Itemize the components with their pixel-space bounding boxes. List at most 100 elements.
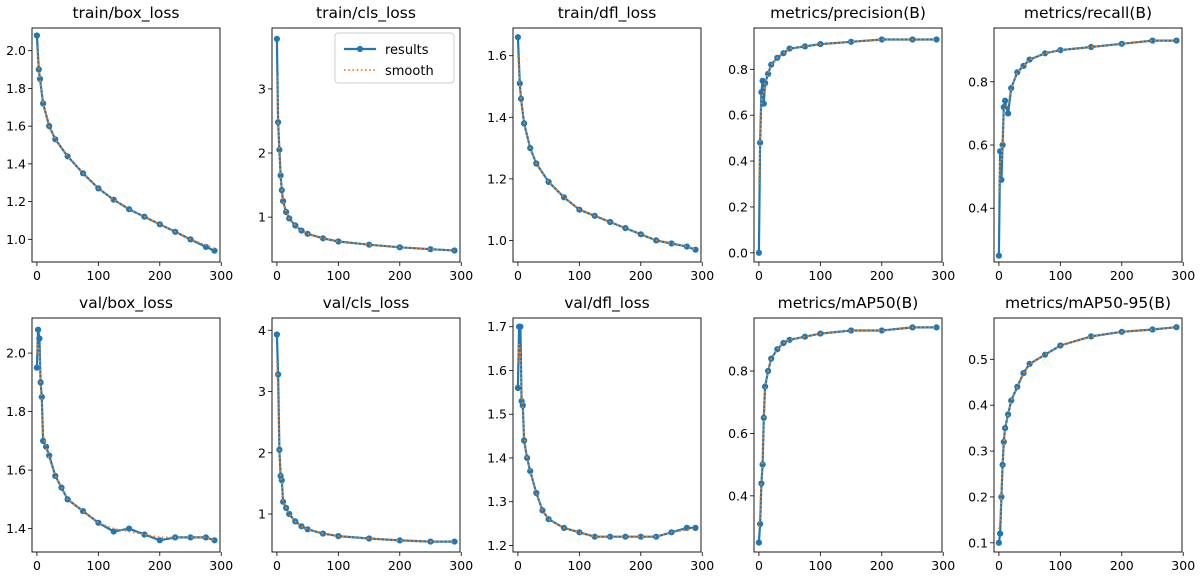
x-tick-label: 300 bbox=[931, 558, 955, 573]
results-point bbox=[933, 36, 940, 43]
y-tick-label: 1.8 bbox=[6, 404, 26, 419]
results-point bbox=[427, 246, 434, 253]
results-point bbox=[933, 324, 940, 331]
axes-frame bbox=[31, 317, 221, 553]
results-point bbox=[35, 326, 42, 333]
results-point bbox=[517, 323, 524, 330]
results-line bbox=[35, 328, 215, 542]
chart-panel-3: metrics/precision(B) 0 100 200 300 0.0 0.2 0.4 0… bbox=[728, 4, 955, 283]
x-tick-label: 100 bbox=[326, 558, 350, 573]
results-point bbox=[38, 393, 45, 401]
results-point bbox=[1149, 326, 1156, 333]
results-point bbox=[762, 383, 769, 390]
chart-panel-0: train/box_loss 0 100 200 300 1.0 1.2 1.4 1.6 1.8 2… bbox=[6, 4, 233, 283]
results-line bbox=[275, 334, 455, 543]
y-tick-label: 2 bbox=[258, 146, 266, 161]
results-point bbox=[46, 452, 53, 459]
y-tick-label: 1.2 bbox=[487, 171, 507, 186]
results-point bbox=[40, 100, 47, 107]
y-tick-label: 0.4 bbox=[968, 201, 988, 216]
plot-area bbox=[995, 37, 1180, 259]
x-tick-label: 300 bbox=[1171, 558, 1195, 573]
y-tick-label: 0.8 bbox=[728, 62, 748, 77]
results-point bbox=[765, 70, 772, 77]
x-tick-label: 0 bbox=[514, 558, 522, 573]
results-point bbox=[1014, 383, 1021, 390]
smooth-line bbox=[36, 344, 215, 542]
axes-frame bbox=[993, 317, 1183, 553]
x-tick-label: 0 bbox=[995, 268, 1003, 283]
results-point bbox=[516, 80, 523, 87]
plot-area bbox=[995, 324, 1180, 546]
x-tick-label: 300 bbox=[209, 558, 233, 573]
smooth-line bbox=[276, 76, 455, 252]
x-tick-label: 300 bbox=[690, 268, 714, 283]
y-tick-label: 0.5 bbox=[968, 352, 988, 367]
y-tick-label: 0.3 bbox=[968, 444, 988, 459]
chart-panel-9: metrics/mAP50-95(B) 0 100 200 300 0.1 0.2 0.3 0.… bbox=[968, 294, 1195, 573]
y-tick-label: 1.6 bbox=[487, 48, 507, 63]
plot-area bbox=[755, 36, 940, 256]
legend: results smooth bbox=[334, 32, 455, 84]
smooth-line bbox=[998, 326, 1177, 530]
smooth-line bbox=[998, 39, 1177, 193]
results-point bbox=[278, 477, 285, 484]
results-point bbox=[533, 489, 540, 497]
y-tick-label: 1.8 bbox=[6, 81, 26, 96]
y-tick-label: 1.7 bbox=[487, 319, 507, 334]
x-tick-label: 200 bbox=[629, 558, 653, 573]
results-point bbox=[1020, 62, 1027, 69]
y-tick-label: 0.4 bbox=[728, 488, 748, 503]
results-line bbox=[35, 35, 215, 252]
smooth-line bbox=[36, 46, 215, 250]
results-point bbox=[545, 516, 552, 523]
results-point bbox=[774, 346, 781, 353]
results-point bbox=[1088, 333, 1095, 340]
results-point bbox=[319, 530, 327, 537]
results-point bbox=[283, 208, 290, 216]
smooth-line bbox=[517, 55, 696, 251]
results-point bbox=[755, 249, 763, 256]
results-point bbox=[759, 461, 766, 468]
y-tick-label: 1.4 bbox=[487, 450, 507, 465]
results-point bbox=[514, 34, 522, 41]
chart-panel-6: val/cls_loss 0 100 200 300 1 2 3 4 bbox=[258, 294, 473, 573]
results-point bbox=[110, 528, 117, 535]
results-point bbox=[33, 32, 41, 39]
y-tick-label: 2 bbox=[258, 445, 266, 460]
x-tick-label: 200 bbox=[629, 268, 653, 283]
x-tick-label: 100 bbox=[86, 268, 110, 283]
results-point bbox=[1088, 43, 1095, 51]
plot-area bbox=[273, 35, 458, 254]
y-tick-label: 1.4 bbox=[487, 110, 507, 125]
y-tick-label: 3 bbox=[258, 81, 266, 96]
x-tick-label: 300 bbox=[931, 268, 955, 283]
results-point bbox=[273, 331, 280, 338]
results-point bbox=[1149, 37, 1156, 44]
x-tick-label: 300 bbox=[1171, 268, 1195, 283]
legend-label-results: results bbox=[385, 43, 429, 58]
results-line bbox=[757, 326, 937, 543]
x-tick-label: 300 bbox=[449, 558, 473, 573]
results-point bbox=[760, 100, 767, 107]
results-point bbox=[275, 119, 282, 126]
results-point bbox=[519, 402, 526, 409]
results-point bbox=[211, 537, 218, 544]
x-tick-label: 200 bbox=[388, 268, 412, 283]
chart-title: metrics/mAP50(B) bbox=[778, 294, 919, 312]
x-tick-label: 0 bbox=[33, 558, 41, 573]
y-tick-label: 4 bbox=[258, 323, 266, 338]
plot-area bbox=[514, 323, 699, 540]
y-tick-label: 1.2 bbox=[487, 538, 507, 553]
results-point bbox=[1005, 110, 1012, 117]
chart-title: metrics/recall(B) bbox=[1024, 4, 1152, 22]
results-point bbox=[801, 43, 809, 50]
results-point bbox=[187, 534, 194, 541]
results-point bbox=[202, 243, 209, 250]
chart-panel-8: metrics/mAP50(B) 0 100 200 300 0.4 0.6 0.8 bbox=[728, 294, 955, 573]
results-point bbox=[878, 36, 885, 43]
y-tick-label: 1 bbox=[258, 210, 266, 225]
x-tick-label: 100 bbox=[1048, 558, 1072, 573]
results-point bbox=[995, 252, 1003, 259]
y-tick-label: 1 bbox=[258, 507, 266, 522]
